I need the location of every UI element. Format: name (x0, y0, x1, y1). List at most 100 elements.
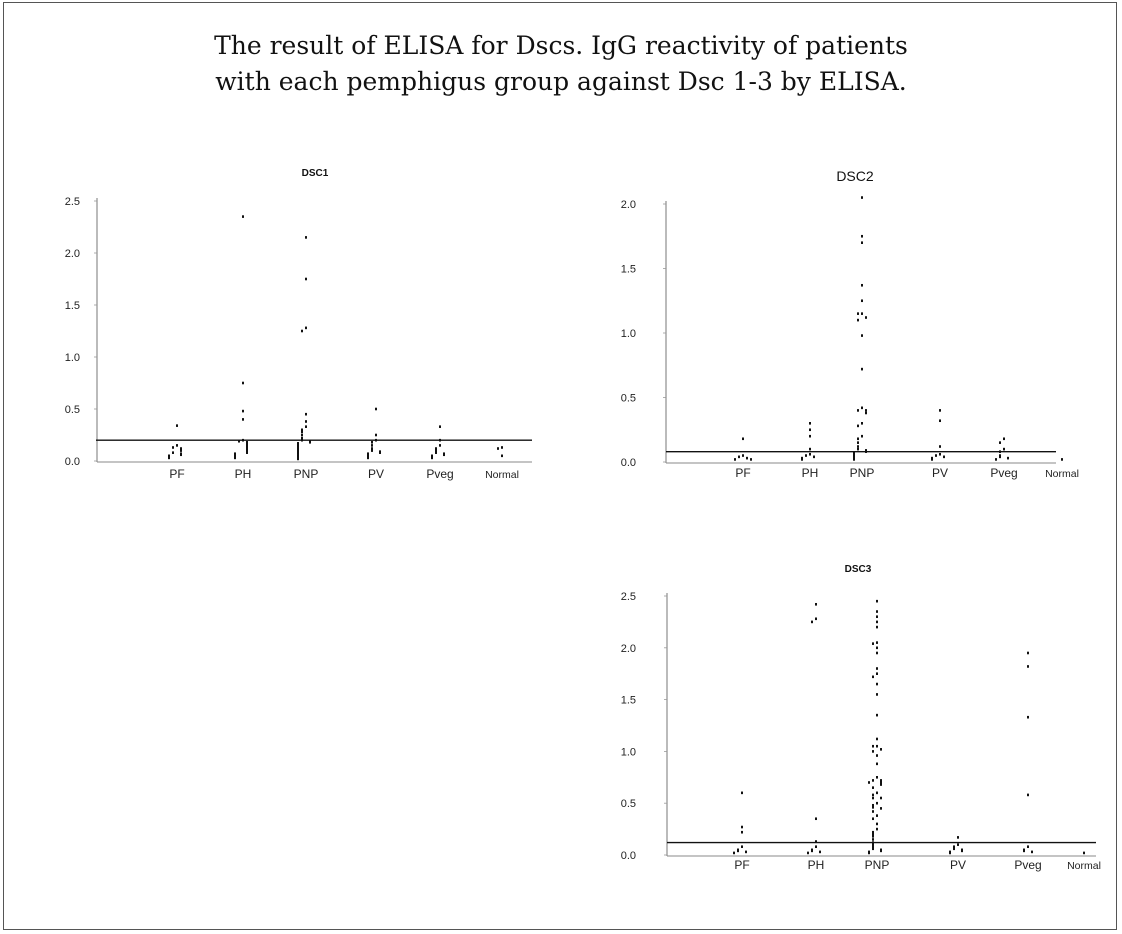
chart3-data-point (876, 682, 878, 686)
chart3-category-label: PF (734, 858, 749, 872)
chart1-data-point (242, 418, 244, 421)
chart2-data-point (861, 283, 863, 287)
chart2-data-point (857, 409, 859, 412)
chart2-data-point (939, 452, 941, 456)
chart3-data-point (872, 744, 874, 748)
chart2-data-point (853, 458, 855, 461)
chart3-data-point (868, 851, 870, 855)
chart3-data-point (872, 796, 874, 800)
chart3-data-point (880, 781, 882, 784)
chart1-data-point (497, 447, 499, 450)
chart3-data-point (807, 851, 809, 855)
chart3-data-point (733, 851, 735, 855)
chart2-category-label: Normal (1045, 468, 1079, 480)
chart1-data-point (367, 456, 369, 460)
chart2-data-point (939, 445, 941, 448)
chart2-data-point (738, 455, 740, 459)
chart2-data-point (813, 455, 815, 459)
chart1-category-label: Pveg (426, 467, 453, 481)
chart3-data-point (1083, 851, 1085, 855)
chart1-data-point (309, 440, 311, 444)
chart1-data-point (242, 438, 244, 442)
figure-title-line-1: The result of ELISA for Dscs. IgG reacti… (214, 31, 908, 60)
chart3-data-point (872, 847, 874, 851)
chart2-data-point (857, 318, 859, 322)
chart3-data-point (880, 783, 882, 786)
chart3-data-point (876, 791, 878, 795)
chart2-y-tick-label: 0.5 (621, 393, 636, 405)
chart1-data-point (301, 433, 303, 437)
chart1-data-point (501, 454, 503, 458)
chart3-data-point (876, 744, 878, 748)
chart1-data-point (375, 433, 377, 437)
chart3-category-label: PNP (865, 858, 890, 872)
chart2-category-label: PH (802, 466, 819, 480)
chart3-category-label: PH (808, 858, 825, 872)
chart2-data-point (857, 447, 859, 451)
chart2-data-point (734, 458, 736, 461)
chart1-data-point (305, 236, 307, 239)
chart2-data-point (861, 422, 863, 425)
chart1-data-point (375, 438, 377, 442)
chart1-data-point (301, 428, 303, 432)
chart3-data-point (876, 776, 878, 779)
chart2-data-point (935, 454, 937, 457)
chart2-data-point (861, 406, 863, 410)
chart3-data-point (880, 807, 882, 810)
chart2-data-point (865, 411, 867, 415)
chart3-data-point (815, 845, 817, 849)
chart2-data-point (861, 312, 863, 315)
chart2-data-point (943, 455, 945, 459)
chart1-data-point (435, 449, 437, 452)
chart2-data-point (1061, 458, 1063, 461)
chart3-category-label: Normal (1067, 860, 1101, 872)
chart1-data-point (301, 436, 303, 440)
chart2-data-point (999, 441, 1001, 444)
chart1-y-tick-label: 0.0 (65, 456, 80, 468)
chart1-data-point (439, 438, 441, 442)
chart3-data-point (1031, 850, 1033, 854)
chart1-category-label: PH (235, 467, 252, 481)
chart3-data-point (880, 779, 882, 782)
chart3-data-point (872, 810, 874, 813)
chart1-data-point (172, 451, 174, 454)
chart3-data-point (880, 748, 882, 751)
chart1-y-tick-label: 0.5 (65, 404, 80, 416)
chart3-data-point (1027, 665, 1029, 668)
chart1-y-tick-label: 2.0 (65, 248, 80, 260)
chart3-data-point (872, 806, 874, 809)
chart1-data-point (234, 456, 236, 460)
chart3-data-point (741, 830, 743, 834)
chart1-data-point (379, 451, 381, 454)
chart3-data-point (872, 786, 874, 789)
chart3-data-point (953, 847, 955, 851)
chart3-data-point (741, 791, 743, 795)
chart1-data-point (305, 412, 307, 416)
chart1-data-point (435, 447, 437, 450)
chart3-data-point (872, 838, 874, 841)
chart3-data-point (876, 625, 878, 629)
chart3-data-point (811, 620, 813, 624)
chart3-data-point (872, 803, 874, 807)
chart3-data-point (872, 845, 874, 849)
chart3-data-point (876, 693, 878, 696)
chart2-data-point (995, 458, 997, 461)
chart3-data-point (876, 801, 878, 805)
chart1-data-point (301, 430, 303, 434)
chart1-y-tick-label: 1.5 (65, 300, 80, 312)
chart3-data-point (737, 849, 739, 853)
chart2-data-point (861, 241, 863, 244)
chart3-data-point (872, 832, 874, 836)
chart1-data-point (176, 424, 178, 427)
chart2-data-point (857, 445, 859, 448)
chart2-category-label: PV (932, 466, 948, 480)
chart2-data-point (1003, 437, 1005, 441)
chart3-data-point (876, 672, 878, 675)
chart2-data-point (742, 437, 744, 441)
chart3-data-point (949, 851, 951, 855)
chart3-data-point (961, 849, 963, 853)
chart1-category-label: PV (368, 467, 384, 481)
chart2-data-point (809, 428, 811, 432)
chart3-category-label: Pveg (1014, 858, 1041, 872)
chart2-data-point (801, 458, 803, 461)
